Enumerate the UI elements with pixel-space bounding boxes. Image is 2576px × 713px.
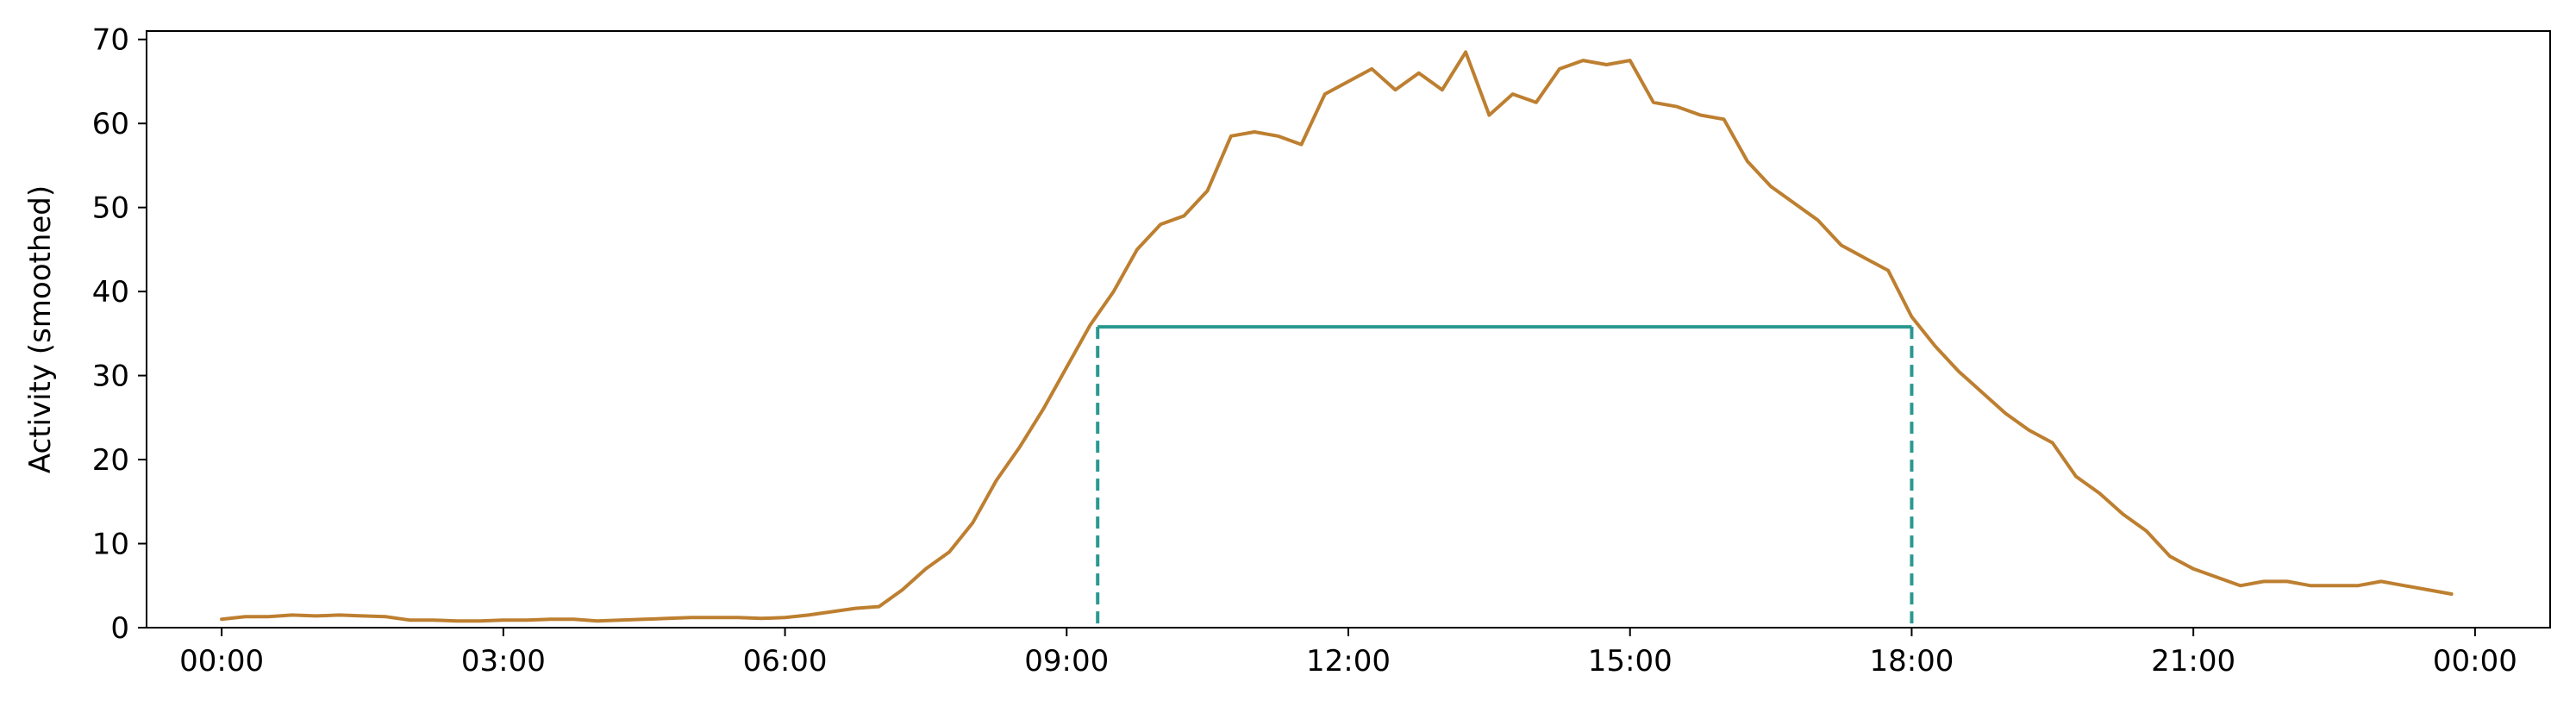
x-tick-label: 00:00 — [2433, 644, 2517, 679]
axes: 00:00 03:00 06:00 09:00 12:00 15:00 18:00 21:00… — [92, 23, 2551, 679]
x-tick-label: 21:00 — [2151, 644, 2235, 679]
y-tick-label: 60 — [92, 107, 129, 141]
x-tick-label: 09:00 — [1024, 644, 1109, 679]
annotation-layer — [1096, 325, 1914, 628]
x-tick-label: 00:00 — [179, 644, 264, 679]
y-tick-label: 40 — [92, 275, 129, 310]
y-tick-label: 20 — [92, 443, 129, 478]
y-tick-label: 50 — [92, 191, 129, 226]
y-tick-label: 0 — [110, 611, 129, 646]
x-tick-label: 15:00 — [1588, 644, 1673, 679]
x-tick-label: 12:00 — [1306, 644, 1391, 679]
y-tick-label: 70 — [92, 23, 129, 58]
y-tick-label: 30 — [92, 360, 129, 394]
y-axis-label: Activity (smoothed) — [23, 185, 58, 473]
y-tick-label: 10 — [92, 528, 129, 562]
activity-series-line — [220, 50, 2454, 623]
series-layer — [220, 50, 2454, 623]
x-tick-label: 03:00 — [461, 644, 546, 679]
x-tick-label: 18:00 — [1869, 644, 1954, 679]
plot-frame — [146, 30, 2551, 629]
x-tick-label: 06:00 — [743, 644, 828, 679]
